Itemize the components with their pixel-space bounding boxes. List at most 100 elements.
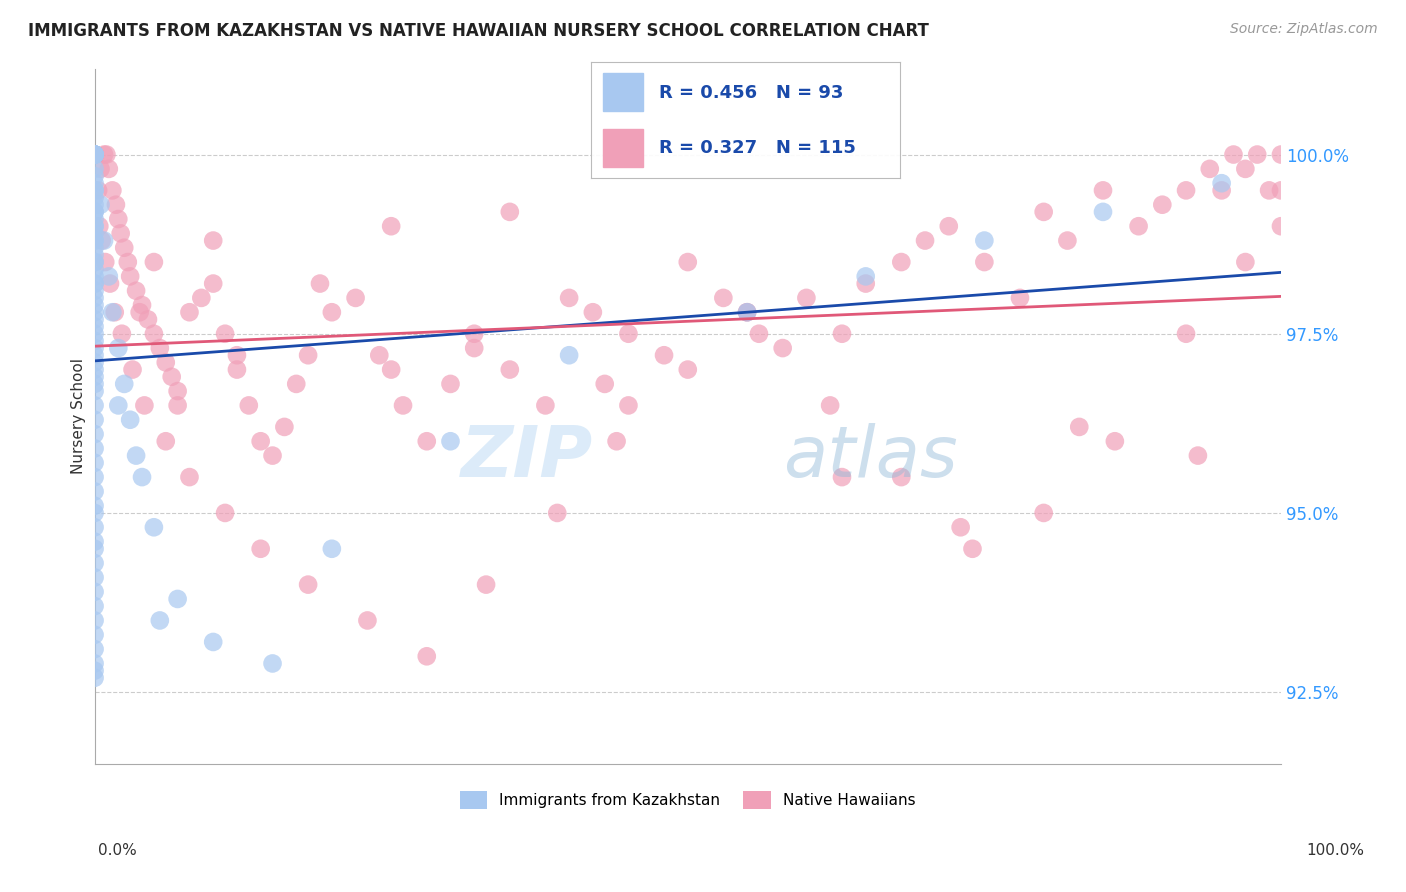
Point — [593, 376, 616, 391]
Point — [149, 614, 172, 628]
Point — [131, 470, 153, 484]
Point — [475, 577, 498, 591]
Point — [83, 499, 105, 513]
Point — [134, 399, 156, 413]
Point — [83, 312, 105, 326]
Point — [1234, 161, 1257, 176]
Text: IMMIGRANTS FROM KAZAKHSTAN VS NATIVE HAWAIIAN NURSERY SCHOOL CORRELATION CHART: IMMIGRANTS FROM KAZAKHSTAN VS NATIVE HAW… — [28, 22, 929, 40]
Point — [117, 255, 139, 269]
Point — [83, 362, 105, 376]
Point — [83, 671, 105, 685]
Point — [83, 599, 105, 614]
Point — [155, 434, 177, 449]
Point — [83, 291, 105, 305]
Point — [83, 642, 105, 657]
Point — [83, 369, 105, 384]
Point — [155, 355, 177, 369]
Point — [582, 305, 605, 319]
Point — [392, 399, 415, 413]
Bar — [603, 73, 643, 112]
Point — [1056, 234, 1078, 248]
Point — [179, 470, 201, 484]
Point — [463, 341, 485, 355]
Point — [356, 614, 378, 628]
Point — [142, 326, 165, 341]
Point — [262, 657, 284, 671]
Point — [136, 312, 159, 326]
Point — [1187, 449, 1209, 463]
Point — [83, 255, 105, 269]
Point — [1270, 183, 1292, 197]
Point — [297, 577, 319, 591]
Point — [1198, 161, 1220, 176]
Point — [973, 234, 995, 248]
Point — [121, 362, 143, 376]
Point — [83, 584, 105, 599]
Point — [83, 234, 105, 248]
Point — [83, 183, 105, 197]
Point — [226, 362, 249, 376]
Point — [83, 147, 105, 161]
Point — [83, 614, 105, 628]
Point — [104, 197, 127, 211]
Point — [83, 147, 105, 161]
Point — [83, 341, 105, 355]
Point — [83, 197, 105, 211]
Point — [142, 255, 165, 269]
Point — [748, 326, 770, 341]
Point — [1152, 197, 1174, 211]
Point — [499, 205, 522, 219]
Point — [83, 355, 105, 369]
Text: 100.0%: 100.0% — [1306, 843, 1364, 858]
Point — [83, 628, 105, 642]
Point — [83, 442, 105, 456]
Point — [344, 291, 367, 305]
Point — [1270, 147, 1292, 161]
Point — [83, 556, 105, 570]
Point — [83, 262, 105, 277]
Point — [831, 470, 853, 484]
Point — [285, 376, 308, 391]
Point — [617, 399, 640, 413]
Point — [83, 234, 105, 248]
Point — [83, 484, 105, 499]
Point — [128, 305, 150, 319]
Point — [546, 506, 568, 520]
Point — [652, 348, 675, 362]
Point — [97, 269, 120, 284]
Point — [558, 348, 581, 362]
Point — [101, 305, 124, 319]
Point — [796, 291, 818, 305]
Point — [166, 591, 188, 606]
Point — [226, 348, 249, 362]
Y-axis label: Nursery School: Nursery School — [72, 359, 86, 475]
Point — [125, 284, 148, 298]
Point — [149, 341, 172, 355]
Point — [131, 298, 153, 312]
Point — [1091, 183, 1114, 197]
Point — [83, 326, 105, 341]
Point — [297, 348, 319, 362]
Point — [676, 362, 699, 376]
Point — [142, 520, 165, 534]
Point — [83, 248, 105, 262]
Point — [83, 348, 105, 362]
Point — [1211, 183, 1233, 197]
Point — [110, 227, 132, 241]
Point — [166, 384, 188, 398]
Point — [166, 399, 188, 413]
Point — [558, 291, 581, 305]
Point — [949, 520, 972, 534]
Point — [1258, 183, 1281, 197]
Point — [890, 255, 912, 269]
Point — [83, 212, 105, 227]
Point — [107, 399, 129, 413]
Bar — [603, 128, 643, 167]
Point — [262, 449, 284, 463]
Point — [202, 635, 225, 649]
Point — [938, 219, 960, 234]
Point — [98, 277, 121, 291]
Point — [112, 241, 135, 255]
Point — [309, 277, 332, 291]
Point — [83, 413, 105, 427]
